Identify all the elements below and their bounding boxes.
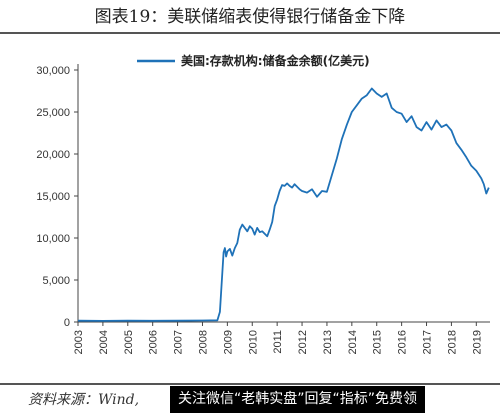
x-tick-label: 2016 (397, 330, 409, 354)
x-tick-label: 2017 (422, 330, 434, 354)
title-rule (0, 32, 500, 34)
x-tick-label: 2006 (148, 330, 160, 354)
y-tick-label: 30,000 (36, 65, 70, 77)
y-tick-label: 5,000 (42, 275, 70, 287)
x-tick-label: 2011 (272, 330, 284, 354)
x-tick-label: 2012 (297, 330, 309, 354)
x-tick-label: 2008 (197, 330, 209, 354)
x-tick-label: 2014 (347, 330, 359, 354)
y-tick-label: 15,000 (36, 191, 70, 203)
x-tick-label: 2009 (222, 330, 234, 354)
legend-label: 美国:存款机构:储备金余额(亿美元) (181, 53, 370, 68)
source-note: 资料来源：Wind, (28, 392, 140, 408)
watermark-banner: 关注微信“老韩实盘”回复“指标”免费领 (170, 386, 426, 413)
x-tick-label: 2005 (123, 330, 135, 354)
footer-rule (0, 383, 500, 385)
x-tick-label: 2003 (73, 330, 85, 354)
x-tick-label: 2004 (98, 330, 110, 354)
figure-title: 图表19：美联储缩表使得银行储备金下降 (94, 7, 406, 27)
y-tick-label: 25,000 (36, 107, 70, 119)
y-tick-label: 10,000 (36, 233, 70, 245)
series-line (77, 87, 490, 322)
y-tick-label: 20,000 (36, 149, 70, 161)
line-chart: 0 5,000 10,000 15,000 20,000 25,000 30,000 2003… (36, 53, 490, 354)
x-tick-label: 2018 (446, 330, 458, 354)
x-tick-label: 2007 (173, 330, 185, 354)
x-tick-label: 2015 (372, 330, 384, 354)
y-tick-label: 0 (64, 317, 70, 329)
x-tick-label: 2010 (247, 330, 259, 354)
x-tick-label: 2019 (471, 330, 483, 354)
x-tick-label: 2013 (322, 330, 334, 354)
